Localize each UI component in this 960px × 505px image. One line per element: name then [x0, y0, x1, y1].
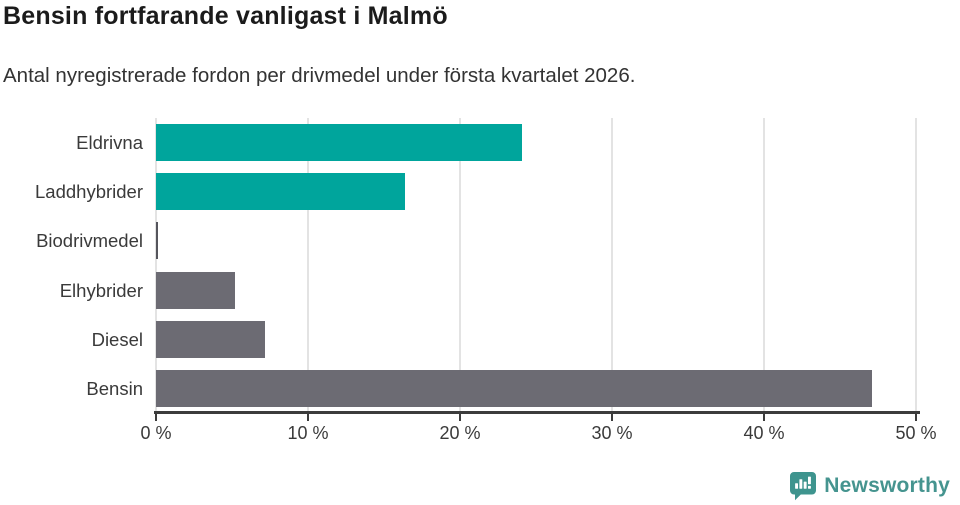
x-axis-tick — [459, 412, 461, 421]
gridline — [763, 118, 765, 411]
bar-diesel — [156, 320, 266, 358]
gridline — [155, 118, 157, 411]
category-label: Eldrivna — [76, 132, 143, 154]
x-axis-tick — [915, 412, 917, 421]
x-tick-label: 0 % — [140, 423, 172, 443]
x-axis-tick — [611, 412, 613, 421]
bar-eldrivna — [156, 124, 523, 162]
x-tick-label: 20 % — [439, 423, 481, 443]
x-axis-tick — [763, 412, 765, 421]
category-label: Diesel — [91, 328, 143, 350]
x-tick-label: 30 % — [591, 423, 633, 443]
category-label: Bensin — [86, 377, 143, 399]
gridline — [915, 118, 917, 411]
category-label: Biodrivmedel — [36, 230, 143, 252]
x-tick-label: 40 % — [743, 423, 785, 443]
newsworthy-wordmark: Newsworthy — [824, 474, 950, 497]
page-subtitle: Antal nyregistrerade fordon per drivmede… — [3, 64, 636, 87]
page-title: Bensin fortfarande vanligast i Malmö — [3, 2, 448, 30]
x-axis-tick — [155, 412, 157, 421]
x-tick-label: 50 % — [895, 423, 937, 443]
x-axis-line — [154, 411, 920, 414]
bar-bensin — [156, 369, 872, 407]
bar-laddhybrider — [156, 173, 406, 211]
x-tick-label: 10 % — [287, 423, 329, 443]
gridline — [611, 118, 613, 411]
bar-biodrivmedel — [156, 222, 158, 260]
gridline — [307, 118, 309, 411]
category-label: Elhybrider — [59, 279, 143, 301]
chart: 0 % 10 % 20 % 30 % 40 % 50 % Eldrivna Laddhybri… — [35, 118, 937, 443]
newsworthy-logo: Newsworthy — [789, 471, 950, 501]
newsworthy-icon — [790, 472, 817, 501]
bar-elhybrider — [156, 271, 236, 309]
x-axis-tick — [307, 412, 309, 421]
category-label: Laddhybrider — [35, 181, 143, 203]
gridline — [459, 118, 461, 411]
